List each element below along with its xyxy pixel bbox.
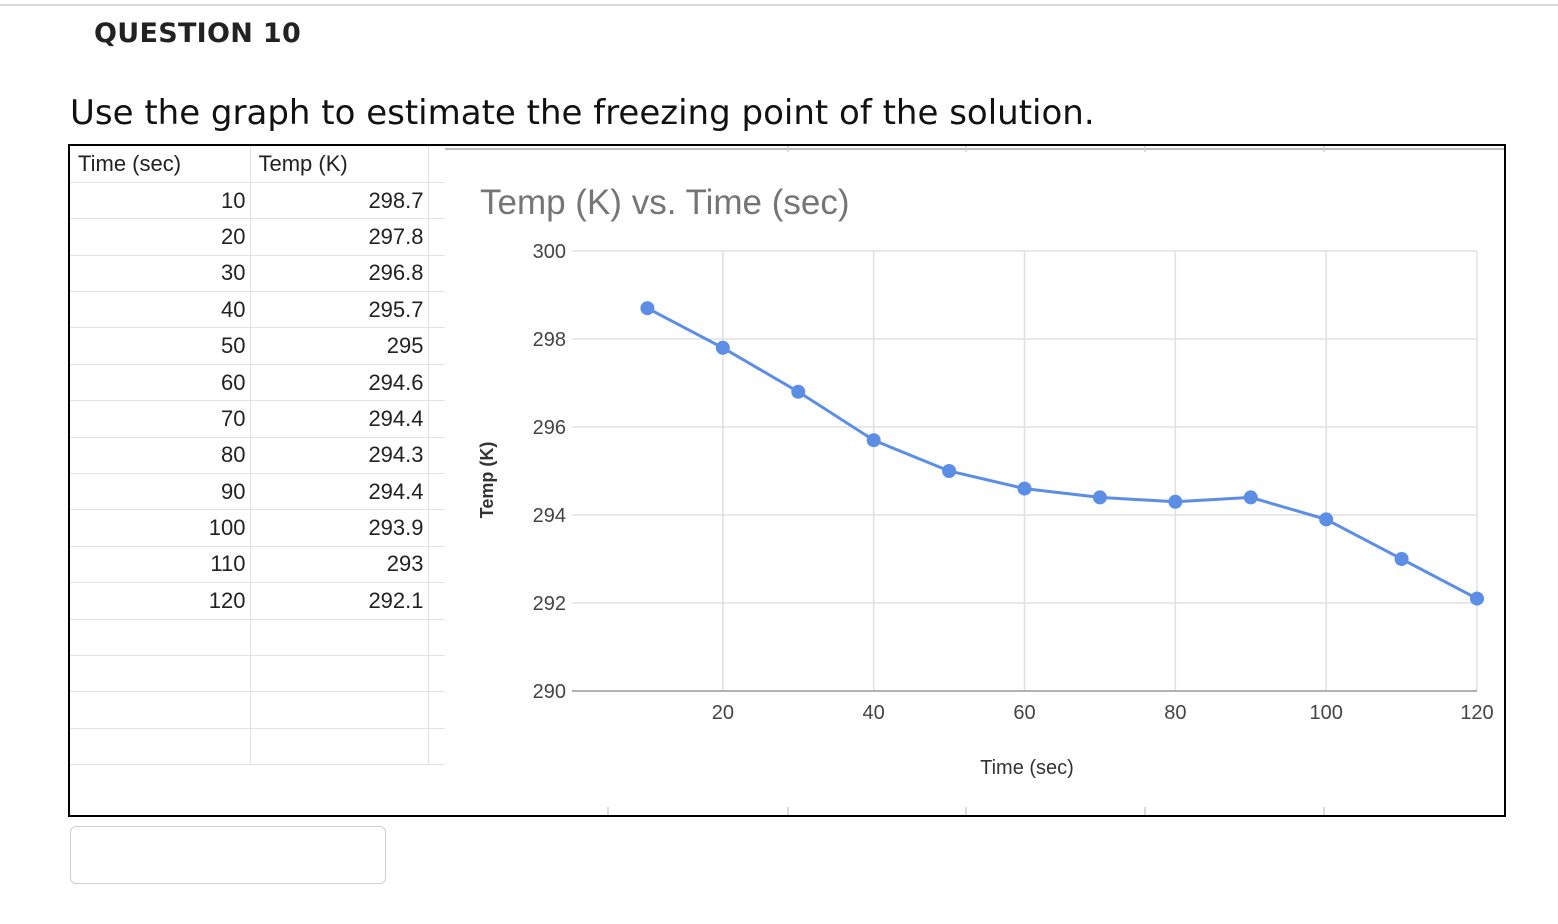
data-point [791,384,806,399]
table-row: 100 293.9 [70,509,445,547]
y-tick-label: 298 [533,329,566,351]
top-divider [0,4,1558,6]
data-point [1017,481,1032,496]
cell-temp: 294.4 [249,400,429,438]
line-chart: 290 292 294 296 298 300 20 40 60 80 100 120 Temp (K)… [477,146,1494,815]
data-point [1243,490,1258,505]
table-row: 60 294.6 [70,363,445,402]
series-line [646,306,1478,600]
data-point [942,464,957,478]
data-point [1092,490,1107,505]
cell-temp: 294.3 [249,436,429,475]
cell-time: 20 [70,218,251,256]
x-tick-label: 60 [1013,702,1035,724]
cell-temp: 296.8 [249,254,429,293]
header-time: Time (sec) [70,146,251,183]
cell-time: 40 [70,291,251,329]
table-row-empty [70,727,445,766]
question-image: Time (sec) Temp (K) 10 298.7 20 297.8 30 296.8 4… [68,144,1506,817]
table-cell-empty [249,727,429,766]
chart-top-border [445,148,1504,150]
data-point [1470,591,1484,606]
table-header-row: Time (sec) Temp (K) [70,146,445,183]
y-tick-label: 292 [533,593,566,615]
cell-temp: 293 [249,545,429,584]
question-prompt: Use the graph to estimate the freezing p… [70,93,1095,133]
cell-time: 70 [70,400,251,438]
y-tick-label: 294 [533,505,566,527]
table-row-empty [70,618,445,656]
table-cell-empty [70,691,251,729]
table-row: 120 292.1 [70,582,445,620]
x-tick-label: 100 [1309,702,1342,724]
cell-temp: 298.7 [249,181,429,220]
table-row: 70 294.4 [70,400,445,438]
table-row: 10 298.7 [70,181,445,220]
answer-input[interactable] [70,826,386,884]
table-row: 80 294.3 [70,436,445,475]
chart-title: Temp (K) vs. Time (sec) [480,183,849,222]
cell-temp: 292.1 [249,582,429,620]
y-tick-label: 300 [533,241,566,263]
x-tick-label: 40 [863,702,885,724]
y-tick-label: 290 [533,681,566,703]
table-cell-empty [427,727,445,766]
table-row: 30 296.8 [70,254,445,293]
data-point [1319,512,1334,527]
data-point [1168,494,1183,509]
table-row-empty [70,654,445,693]
header-temp: Temp (K) [249,146,429,183]
y-axis-label: Temp (K) [477,442,497,519]
cell-time: 10 [70,181,251,220]
cell-time: 120 [70,582,251,620]
x-tick-label: 80 [1164,702,1186,724]
data-point [866,433,881,448]
data-point [1394,552,1409,566]
cell-time: 50 [70,327,251,365]
question-heading: QUESTION 10 [94,18,302,49]
y-tick-label: 296 [533,417,566,439]
x-tick-label: 120 [1460,702,1493,724]
x-axis-label: Time (sec) [980,757,1074,779]
x-tick-label: 20 [712,702,734,724]
table-cell-empty [70,654,251,693]
cell-temp: 294.4 [249,473,429,511]
data-table: Time (sec) Temp (K) 10 298.7 20 297.8 30 296.8 4… [70,146,445,766]
data-point [640,301,655,316]
cell-time: 60 [70,363,251,402]
cell-temp: 293.9 [249,509,429,547]
table-row: 90 294.4 [70,473,445,511]
table-row: 40 295.7 [70,291,445,329]
table-row: 110 293 [70,545,445,584]
table-cell-empty [70,727,251,766]
data-point [715,340,730,355]
cell-time: 100 [70,509,251,547]
cell-time: 80 [70,436,251,475]
